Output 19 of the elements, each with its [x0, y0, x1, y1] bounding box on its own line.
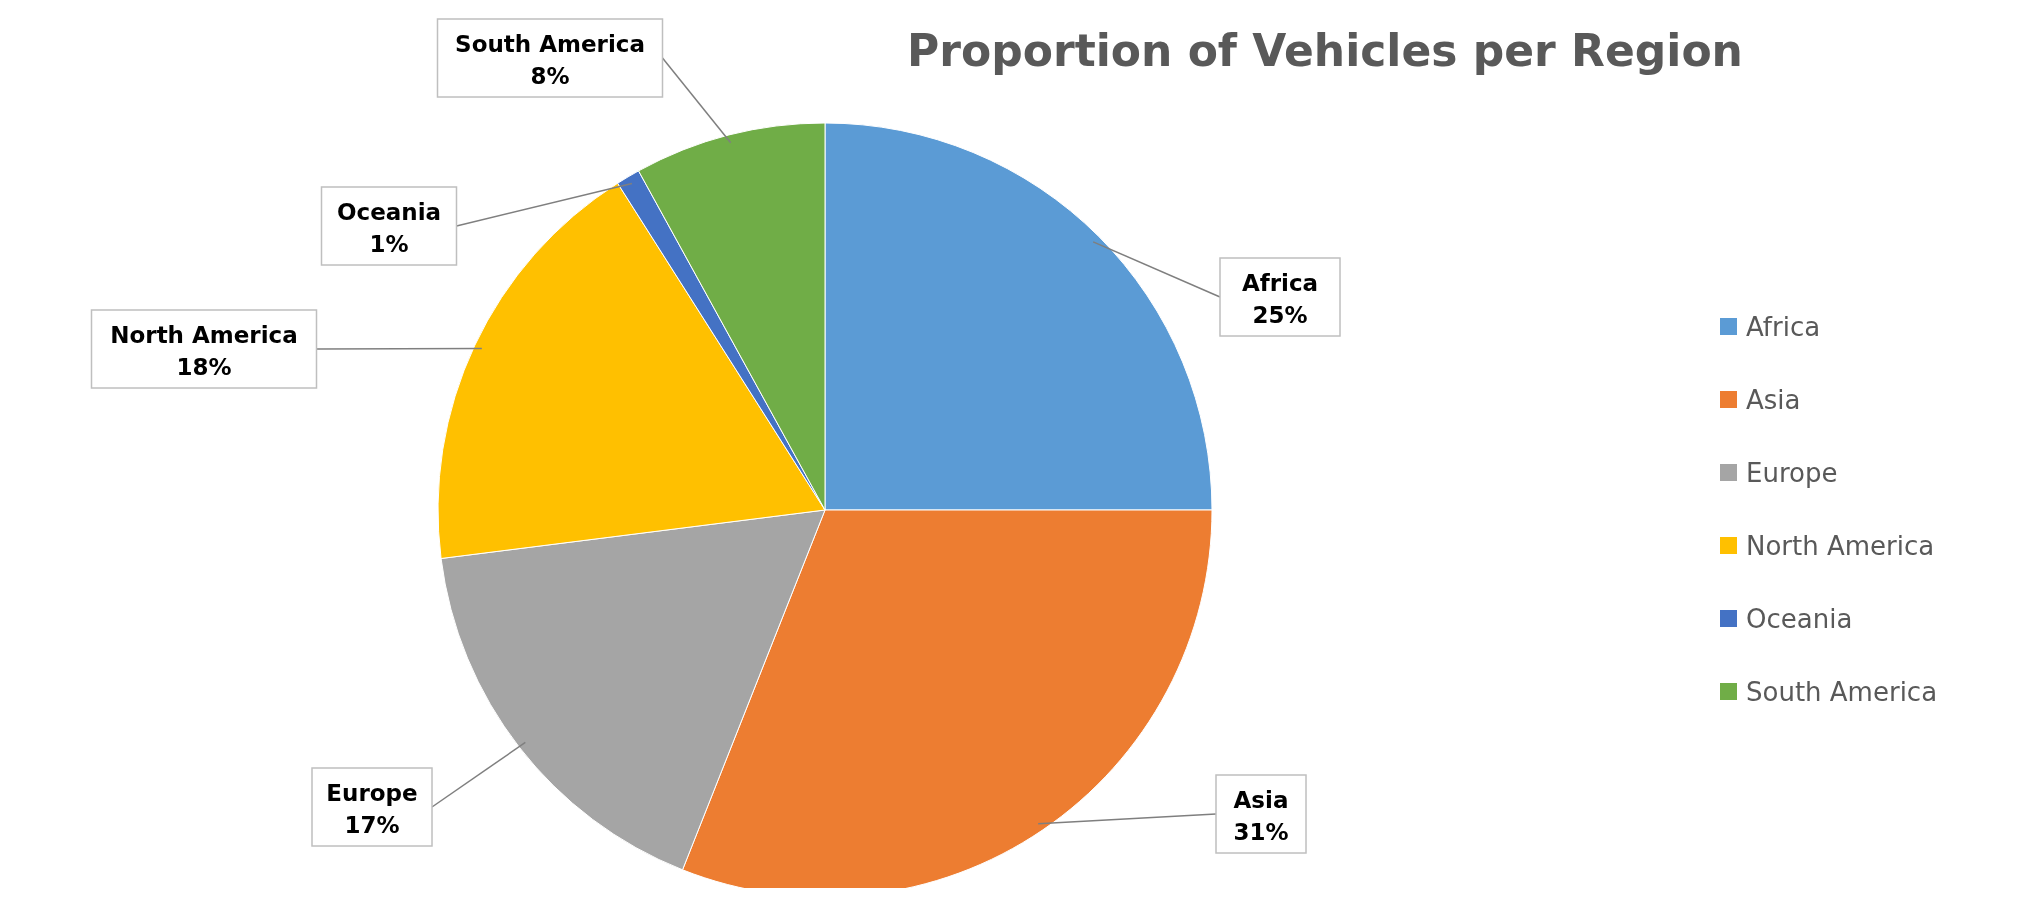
slice-label: South America — [455, 31, 645, 57]
legend-label: Asia — [1746, 385, 1801, 415]
data-label: 25% — [1252, 302, 1308, 328]
legend-label: South America — [1746, 677, 1938, 707]
data-label: 18% — [176, 354, 232, 380]
data-label: 1% — [369, 231, 409, 257]
data-label: 17% — [344, 812, 400, 838]
chart-title: Proportion of Vehicles per Region — [907, 25, 1743, 76]
slice-label: Asia — [1233, 787, 1289, 813]
data-label: 31% — [1233, 819, 1289, 845]
legend-label: Oceania — [1746, 604, 1853, 634]
data-label: 8% — [530, 63, 570, 89]
legend-label: Africa — [1746, 312, 1821, 342]
slice-label: Oceania — [336, 199, 442, 225]
slice-label: Africa — [1241, 270, 1319, 296]
legend-label: North America — [1746, 531, 1935, 561]
legend-label: Europe — [1746, 458, 1838, 488]
slice-label: North America — [110, 322, 298, 348]
slice-label: Europe — [326, 780, 418, 806]
